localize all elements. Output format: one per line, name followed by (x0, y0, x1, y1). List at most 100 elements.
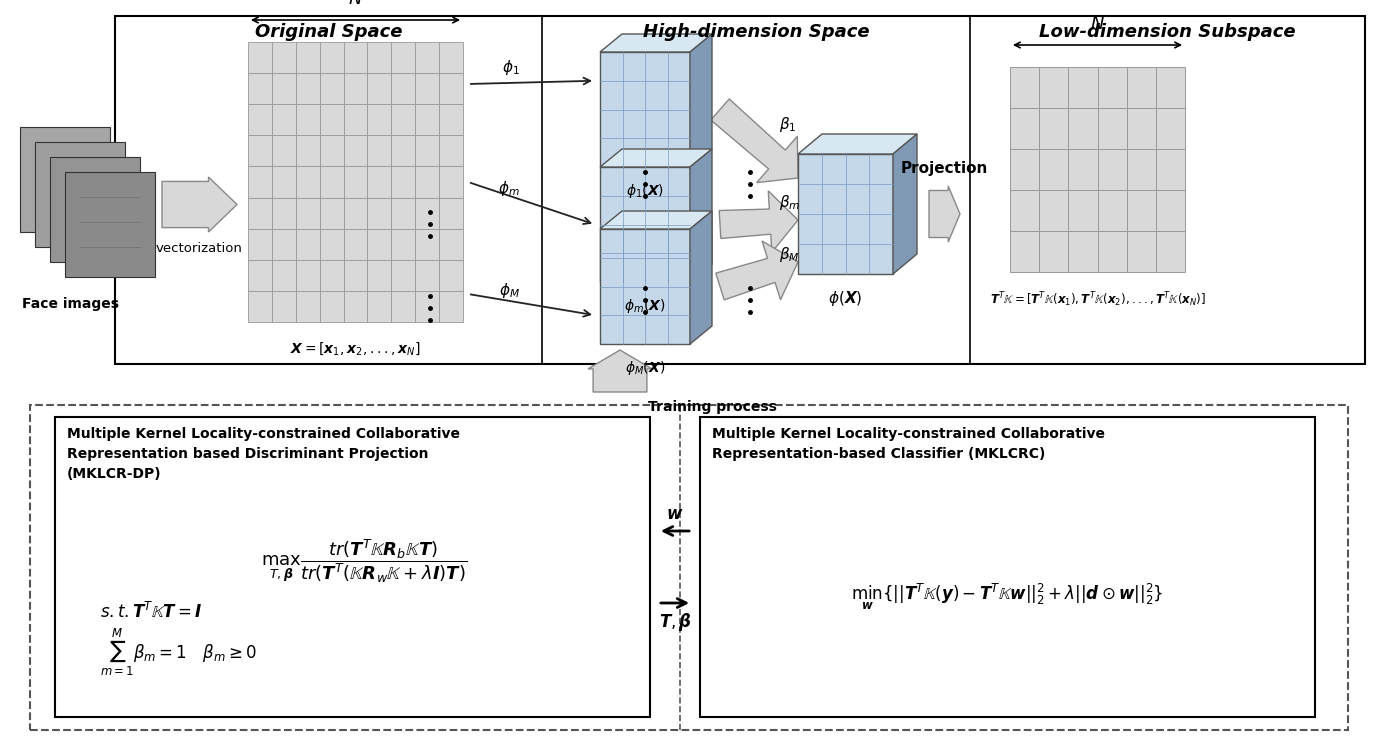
Bar (439, 104, 464, 135)
Bar (272, 291, 295, 322)
Bar (248, 73, 272, 104)
Text: $\beta_m$: $\beta_m$ (778, 193, 800, 212)
Polygon shape (929, 186, 960, 242)
Bar (439, 42, 464, 73)
Polygon shape (798, 154, 893, 274)
Bar (320, 135, 344, 166)
Polygon shape (600, 149, 712, 167)
Text: Multiple Kernel Locality-constrained Collaborative: Multiple Kernel Locality-constrained Col… (68, 427, 460, 441)
Bar (1010, 190, 1039, 231)
Bar (415, 73, 439, 104)
Bar (1039, 231, 1068, 272)
Bar (272, 135, 295, 166)
Polygon shape (600, 34, 712, 52)
Bar (248, 104, 272, 135)
Bar (392, 291, 415, 322)
Text: $\underset{T,\boldsymbol{\beta}}{\max}\dfrac{tr(\boldsymbol{T}^T\mathbb{K}\bolds: $\underset{T,\boldsymbol{\beta}}{\max}\d… (261, 537, 468, 585)
Bar (344, 291, 367, 322)
Bar (439, 135, 464, 166)
Bar (367, 197, 392, 229)
Bar (295, 229, 320, 260)
Bar (272, 229, 295, 260)
Bar (392, 42, 415, 73)
Text: (MKLCR-DP): (MKLCR-DP) (68, 467, 161, 481)
Polygon shape (600, 167, 690, 282)
Bar (344, 197, 367, 229)
Text: Training process: Training process (649, 400, 777, 414)
Bar (344, 42, 367, 73)
Bar (272, 42, 295, 73)
Bar (272, 166, 295, 197)
Bar (344, 229, 367, 260)
Bar (320, 260, 344, 291)
Bar (439, 260, 464, 291)
Bar (19, 127, 110, 232)
Bar (55, 417, 650, 717)
Bar (344, 73, 367, 104)
Bar (34, 142, 126, 247)
Text: Low-dimension Subspace: Low-dimension Subspace (1039, 23, 1296, 41)
Bar (367, 42, 392, 73)
Bar (439, 197, 464, 229)
Bar (1039, 108, 1068, 149)
Bar (1097, 190, 1126, 231)
Bar (272, 73, 295, 104)
Text: $\boldsymbol{w}$: $\boldsymbol{w}$ (667, 505, 683, 523)
Bar (415, 229, 439, 260)
Bar (1039, 190, 1068, 231)
Polygon shape (588, 350, 651, 392)
Text: $\boldsymbol{T},\boldsymbol{\beta}$: $\boldsymbol{T},\boldsymbol{\beta}$ (658, 611, 691, 633)
Text: Representation-based Classifier (MKLCRC): Representation-based Classifier (MKLCRC) (712, 447, 1046, 461)
Bar (248, 260, 272, 291)
Bar (415, 135, 439, 166)
Polygon shape (711, 99, 798, 183)
Polygon shape (690, 34, 712, 167)
Bar (392, 166, 415, 197)
Bar (1068, 149, 1097, 190)
Bar (320, 229, 344, 260)
Bar (1039, 149, 1068, 190)
Bar (415, 197, 439, 229)
Bar (248, 42, 272, 73)
Bar (344, 166, 367, 197)
Text: $\phi_1(\boldsymbol{X})$: $\phi_1(\boldsymbol{X})$ (627, 182, 664, 200)
Bar (1126, 231, 1156, 272)
Bar (115, 16, 1365, 364)
Bar (1068, 231, 1097, 272)
Text: Multiple Kernel Locality-constrained Collaborative: Multiple Kernel Locality-constrained Col… (712, 427, 1105, 441)
Bar (367, 291, 392, 322)
Text: $N$: $N$ (1090, 15, 1105, 33)
Text: Projection: Projection (901, 161, 988, 176)
Polygon shape (798, 134, 916, 154)
Bar (439, 166, 464, 197)
Bar (415, 104, 439, 135)
Text: $\beta_M$: $\beta_M$ (778, 246, 799, 264)
Bar (392, 135, 415, 166)
Bar (320, 197, 344, 229)
Text: $\underset{\boldsymbol{w}}{\min}\{||\boldsymbol{T}^T\mathbb{K}(\boldsymbol{y})-\: $\underset{\boldsymbol{w}}{\min}\{||\bol… (851, 582, 1163, 612)
Bar (1010, 231, 1039, 272)
Bar (1156, 231, 1185, 272)
Text: $\boldsymbol{X}=[\boldsymbol{x}_1,\boldsymbol{x}_2,...,\boldsymbol{x}_N]$: $\boldsymbol{X}=[\boldsymbol{x}_1,\bolds… (290, 340, 421, 357)
Polygon shape (893, 134, 916, 274)
Bar (320, 166, 344, 197)
Bar (415, 166, 439, 197)
Text: High-dimension Space: High-dimension Space (643, 23, 869, 41)
Text: $s.t.\boldsymbol{T}^T\mathbb{K}\boldsymbol{T}=\boldsymbol{I}$: $s.t.\boldsymbol{T}^T\mathbb{K}\boldsymb… (99, 602, 203, 622)
Polygon shape (716, 241, 798, 300)
Bar (1010, 108, 1039, 149)
Bar (700, 417, 1315, 717)
Bar (1039, 67, 1068, 108)
Bar (1097, 108, 1126, 149)
Bar (1097, 67, 1126, 108)
Bar (344, 260, 367, 291)
Bar (248, 197, 272, 229)
Bar (295, 42, 320, 73)
Bar (1010, 149, 1039, 190)
Bar (392, 260, 415, 291)
Bar (295, 104, 320, 135)
Bar (1126, 67, 1156, 108)
Bar (272, 197, 295, 229)
Bar (344, 135, 367, 166)
Bar (1156, 67, 1185, 108)
